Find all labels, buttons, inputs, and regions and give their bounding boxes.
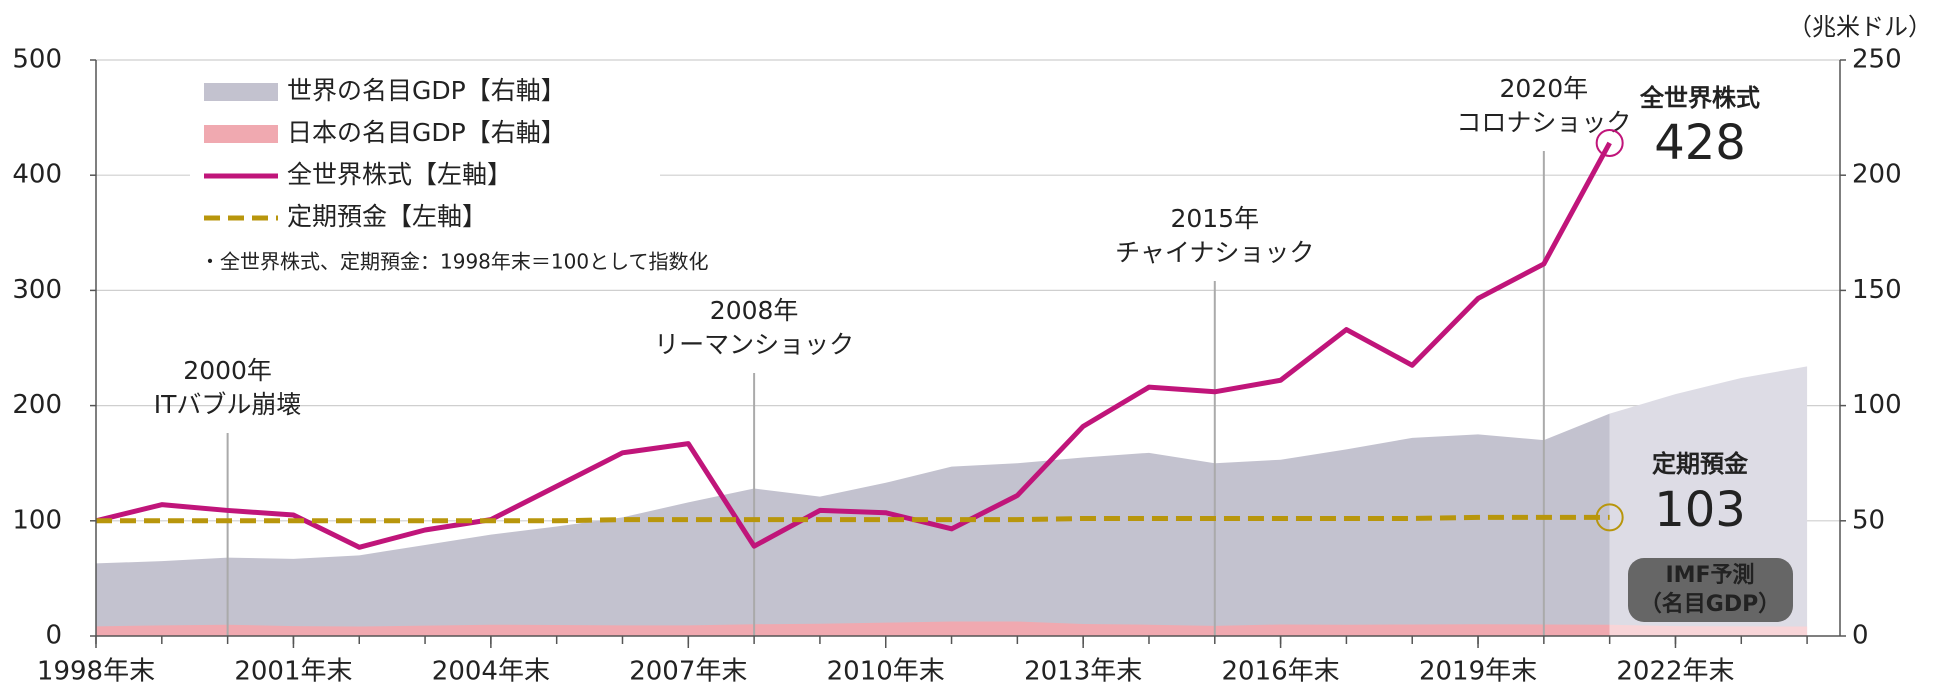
y-tick-label: 200 [12,390,62,420]
line [96,514,1610,524]
annotation-text: 2008年 [710,296,799,325]
y2-tick-label: 150 [1852,275,1902,305]
x-tick-label: 2013年末 [1024,657,1142,687]
x-tick-label: 2007年末 [629,657,747,687]
y2-tick-label: 0 [1852,621,1869,651]
y-tick-label: 400 [12,160,62,190]
x-tick-label: 1998年末 [37,657,155,687]
y2-tick-label: 250 [1852,45,1902,75]
x-tick-label: 2019年末 [1419,657,1537,687]
end-marker [1595,128,1624,157]
forecast-box [1628,558,1793,622]
end-label-value: 103 [1654,482,1746,538]
x-tick-label: 2010年末 [827,657,945,687]
annotation-text: コロナショック [1456,108,1631,137]
y2-tick-label: 200 [1852,160,1902,190]
end-label-title: 全世界株式 [1639,84,1760,112]
y-tick-label: 100 [12,505,62,535]
unit-label: （兆米ドル） [1788,13,1932,41]
x-tick-label: 2016年末 [1222,657,1340,687]
annotation-text: チャイナショック [1115,238,1314,267]
legend-label: 日本の名目GDP【右軸】 [287,118,566,147]
y-tick-label: 500 [12,45,62,75]
y2-tick-label: 100 [1852,390,1902,420]
annotation-text: 2000年 [183,356,272,385]
legend-swatch [204,125,278,143]
x-tick-label: 2001年末 [234,657,352,687]
y2-tick-label: 50 [1852,505,1885,535]
end-label-value: 428 [1654,115,1746,171]
end-marker [1595,503,1624,532]
annotation-text: ITバブル崩壊 [154,390,302,419]
area [96,621,1808,636]
end-label-title: 定期預金 [1652,450,1749,478]
annotation-text: リーマンショック [654,330,854,359]
y-tick-label: 300 [12,275,62,305]
y-tick-label: 0 [45,621,62,651]
forecast-label: IMF予測 [1665,563,1754,588]
x-tick-label: 2022年末 [1616,657,1734,687]
x-tick-label: 2004年末 [432,657,550,687]
line [95,141,1612,550]
legend-label: 全世界株式【左軸】 [287,160,512,189]
forecast-label: （名目GDP） [1640,591,1780,617]
area [96,366,1808,636]
annotation-text: 2015年 [1170,204,1259,233]
annotation-text: 2020年 [1500,74,1589,103]
legend-swatch [204,83,278,101]
note: ・全世界株式、定期預金：1998年末＝100として指数化 [200,250,708,274]
legend-label: 世界の名目GDP【右軸】 [287,76,566,105]
legend-label: 定期預金【左軸】 [287,202,487,231]
